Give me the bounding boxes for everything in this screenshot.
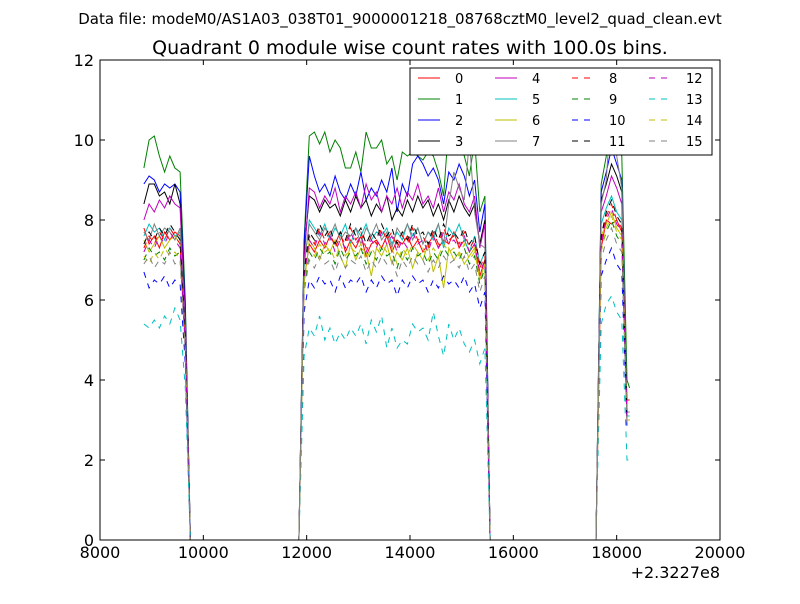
series-line-13-segment-3 bbox=[595, 294, 630, 541]
y-tick-label: 2 bbox=[84, 451, 94, 470]
series-line-15-segment-1 bbox=[143, 250, 196, 541]
series-line-14-segment-1 bbox=[143, 246, 196, 541]
series-line-11-segment-1 bbox=[143, 222, 196, 541]
y-tick-label: 0 bbox=[84, 531, 94, 550]
legend-label-6: 6 bbox=[532, 114, 540, 129]
series-line-3-segment-1 bbox=[143, 183, 196, 541]
series-line-6-segment-2 bbox=[298, 238, 496, 541]
series-line-9-segment-2 bbox=[298, 246, 496, 541]
y-tick-label: 8 bbox=[84, 211, 94, 230]
series-line-12-segment-2 bbox=[298, 230, 496, 541]
suptitle: Data file: modeM0/AS1A03_038T01_90000012… bbox=[78, 10, 722, 29]
series-line-14-segment-2 bbox=[298, 242, 496, 541]
legend-label-13: 13 bbox=[686, 93, 703, 108]
x-tick-label: 12000 bbox=[281, 543, 332, 562]
legend-label-11: 11 bbox=[609, 135, 626, 150]
legend-label-10: 10 bbox=[609, 114, 626, 129]
series-line-10-segment-2 bbox=[298, 274, 496, 541]
x-tick-label: 8000 bbox=[80, 543, 121, 562]
series-line-8-segment-2 bbox=[298, 226, 496, 541]
series-line-12-segment-3 bbox=[595, 206, 630, 541]
legend-label-1: 1 bbox=[455, 93, 463, 108]
x-tick-label: 14000 bbox=[385, 543, 436, 562]
series-line-10-segment-3 bbox=[595, 246, 630, 541]
legend-label-12: 12 bbox=[686, 72, 703, 87]
series-line-11-segment-2 bbox=[298, 222, 496, 541]
legend-label-4: 4 bbox=[532, 72, 540, 87]
series-line-15-segment-3 bbox=[595, 226, 630, 541]
legend-label-5: 5 bbox=[532, 93, 540, 108]
series-line-3-segment-2 bbox=[298, 194, 496, 541]
legend-label-9: 9 bbox=[609, 93, 617, 108]
series-line-2-segment-2 bbox=[298, 155, 496, 541]
series-line-0-segment-2 bbox=[298, 230, 496, 541]
legend-label-3: 3 bbox=[455, 135, 463, 150]
series-line-14-segment-3 bbox=[595, 214, 630, 541]
legend-label-2: 2 bbox=[455, 114, 463, 129]
series-line-7-segment-2 bbox=[298, 139, 496, 541]
x-offset-label: +2.3227e8 bbox=[631, 563, 720, 582]
legend-label-0: 0 bbox=[455, 72, 463, 87]
y-tick-label: 10 bbox=[74, 131, 94, 150]
series-line-4-segment-2 bbox=[298, 182, 496, 541]
axis-ticks: 8000 10000 12000 14000 16000 18000 20000 0 2 4 6 8 1… bbox=[74, 51, 746, 562]
series-line-12-segment-1 bbox=[143, 230, 196, 541]
x-tick-label: 16000 bbox=[488, 543, 539, 562]
series-line-15-segment-2 bbox=[298, 254, 496, 541]
y-tick-label: 4 bbox=[84, 371, 94, 390]
legend-label-14: 14 bbox=[686, 114, 703, 129]
chart-title: Quadrant 0 module wise count rates with … bbox=[152, 37, 668, 59]
legend-label-15: 15 bbox=[686, 135, 703, 150]
series-line-7-segment-1 bbox=[143, 222, 196, 541]
series-line-8-segment-3 bbox=[595, 202, 630, 541]
x-tick-label: 10000 bbox=[178, 543, 229, 562]
series-line-13-segment-2 bbox=[298, 311, 496, 541]
series-line-0-segment-1 bbox=[143, 227, 196, 541]
legend-label-8: 8 bbox=[609, 72, 617, 87]
series-line-6-segment-1 bbox=[143, 234, 196, 541]
series-line-13-segment-1 bbox=[143, 306, 196, 541]
y-tick-label: 6 bbox=[84, 291, 94, 310]
x-tick-label: 18000 bbox=[591, 543, 642, 562]
y-tick-label: 12 bbox=[74, 51, 94, 70]
series-line-5-segment-1 bbox=[143, 222, 196, 541]
legend-label-7: 7 bbox=[532, 135, 540, 150]
series-line-8-segment-1 bbox=[143, 226, 196, 541]
x-tick-label: 20000 bbox=[695, 543, 746, 562]
plot-area bbox=[143, 99, 631, 541]
series-line-9-segment-1 bbox=[143, 246, 196, 541]
series-line-5-segment-2 bbox=[298, 218, 496, 541]
